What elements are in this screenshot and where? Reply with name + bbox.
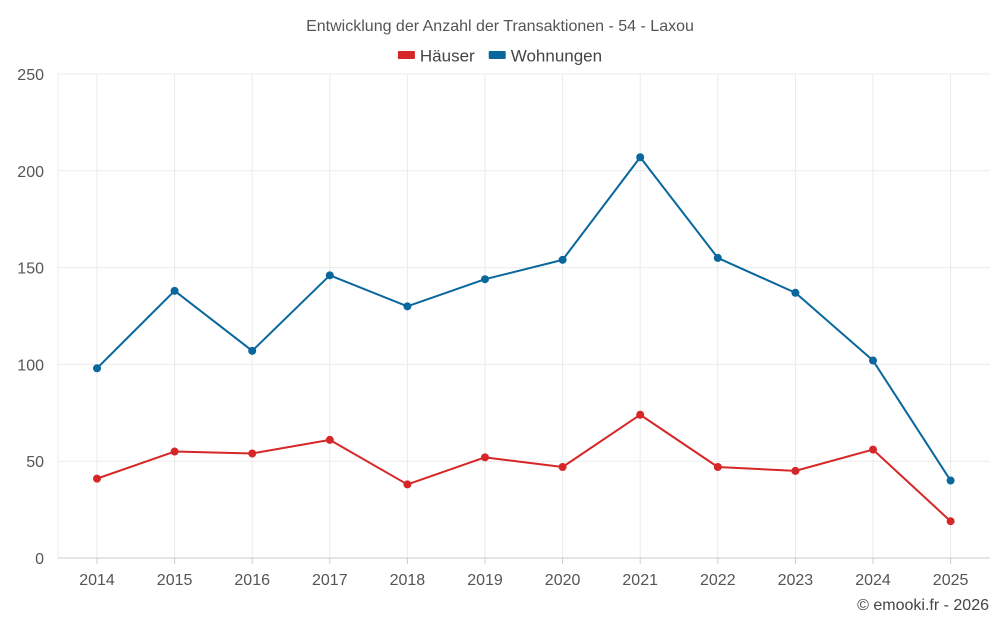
x-tick-label: 2024 (855, 572, 891, 589)
y-tick-label: 100 (17, 357, 44, 374)
legend: Häuser Wohnungen (397, 46, 602, 65)
data-point-wohnungen[interactable] (558, 255, 567, 264)
grid (57, 73, 990, 558)
series-haeuser (93, 410, 955, 526)
legend-swatch (397, 51, 415, 59)
data-point-haeuser[interactable] (791, 466, 800, 475)
legend-swatch (488, 51, 506, 59)
chart-title: Entwicklung der Anzahl der Transaktionen… (306, 18, 694, 35)
x-tick-label: 2019 (467, 572, 503, 589)
legend-item-wohnungen[interactable]: Wohnungen (488, 46, 602, 65)
data-point-haeuser[interactable] (403, 480, 412, 489)
series-line-wohnungen (96, 156, 952, 482)
data-point-wohnungen[interactable] (93, 364, 101, 373)
axes: 0 50 100 150 200 250 2014 2015 2016 2017 2018 2019 2… (17, 67, 990, 589)
data-point-haeuser[interactable] (558, 463, 567, 472)
x-tick-label: 2015 (157, 572, 193, 589)
data-point-haeuser[interactable] (636, 410, 645, 419)
legend-label: Häuser (420, 46, 475, 65)
data-point-wohnungen[interactable] (248, 346, 257, 355)
x-tick-label: 2014 (79, 572, 115, 589)
x-tick-label: 2016 (234, 572, 270, 589)
series-line-haeuser (96, 413, 952, 522)
x-tick-label: 2023 (778, 572, 814, 589)
series-layer (93, 153, 955, 526)
legend-label: Wohnungen (511, 46, 602, 65)
credit-text: © emooki.fr - 2026 (857, 597, 989, 614)
x-tick-label: 2022 (700, 572, 736, 589)
y-tick-label: 250 (17, 67, 44, 84)
data-point-wohnungen[interactable] (403, 302, 412, 311)
x-tick-label: 2020 (545, 572, 581, 589)
y-tick-label: 150 (17, 261, 44, 278)
data-point-wohnungen[interactable] (325, 271, 334, 280)
data-point-wohnungen[interactable] (713, 253, 722, 262)
data-point-wohnungen[interactable] (170, 286, 179, 295)
legend-item-haeuser[interactable]: Häuser (397, 46, 475, 65)
data-point-haeuser[interactable] (93, 474, 101, 483)
x-tick-label: 2025 (933, 572, 969, 589)
y-tick-label: 200 (17, 164, 44, 181)
x-tick-label: 2018 (390, 572, 426, 589)
series-wohnungen (93, 153, 955, 485)
x-tick-label: 2017 (312, 572, 348, 589)
data-point-wohnungen[interactable] (869, 356, 877, 365)
y-tick-label: 50 (26, 454, 44, 471)
data-point-wohnungen[interactable] (481, 275, 489, 284)
data-point-haeuser[interactable] (713, 463, 722, 472)
data-point-wohnungen[interactable] (636, 153, 645, 162)
y-tick-label: 0 (35, 551, 44, 568)
x-tick-label: 2021 (622, 572, 658, 589)
data-point-haeuser[interactable] (325, 435, 334, 444)
data-point-haeuser[interactable] (481, 453, 489, 462)
data-point-wohnungen[interactable] (791, 288, 800, 297)
data-point-wohnungen[interactable] (946, 476, 955, 485)
data-point-haeuser[interactable] (170, 447, 179, 456)
data-point-haeuser[interactable] (869, 445, 877, 454)
data-point-haeuser[interactable] (248, 449, 257, 458)
data-point-haeuser[interactable] (946, 517, 955, 526)
